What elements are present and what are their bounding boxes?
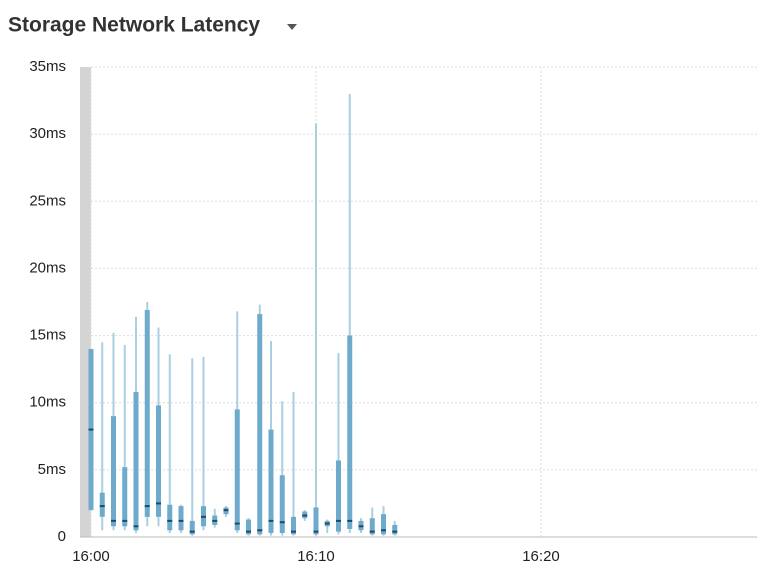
y-tick-label: 5ms xyxy=(38,461,66,478)
box xyxy=(144,310,150,517)
x-tick-label: 16:00 xyxy=(72,548,110,565)
chart-title[interactable]: Storage Network Latency xyxy=(8,14,260,37)
y-tick-label: 15ms xyxy=(29,327,66,344)
y-tick-label: 10ms xyxy=(29,394,66,411)
box xyxy=(156,405,161,517)
box xyxy=(347,335,353,529)
box xyxy=(246,519,251,535)
box xyxy=(234,409,240,531)
marks xyxy=(88,93,398,536)
box xyxy=(111,416,116,527)
y-tick-label: 0 xyxy=(58,528,66,545)
box xyxy=(381,514,386,535)
box xyxy=(178,506,184,531)
y-tick-label: 25ms xyxy=(29,192,66,209)
grid xyxy=(80,66,757,538)
x-tick-label: 16:20 xyxy=(522,548,560,565)
x-tick-label: 16:10 xyxy=(297,548,335,565)
highlight-band xyxy=(80,67,91,537)
y-tick-label: 30ms xyxy=(29,125,66,142)
box xyxy=(313,507,319,535)
box xyxy=(369,518,375,535)
box xyxy=(167,504,173,531)
box xyxy=(392,524,398,535)
box xyxy=(99,492,105,517)
box xyxy=(336,460,341,532)
box xyxy=(257,314,263,535)
box xyxy=(279,475,285,533)
y-tick-label: 20ms xyxy=(29,259,66,276)
dropdown-caret[interactable] xyxy=(287,24,297,30)
box xyxy=(291,516,296,535)
box xyxy=(268,429,274,533)
box xyxy=(189,520,195,535)
box xyxy=(122,467,128,527)
y-tick-label: 35ms xyxy=(29,58,66,75)
box xyxy=(133,391,139,531)
